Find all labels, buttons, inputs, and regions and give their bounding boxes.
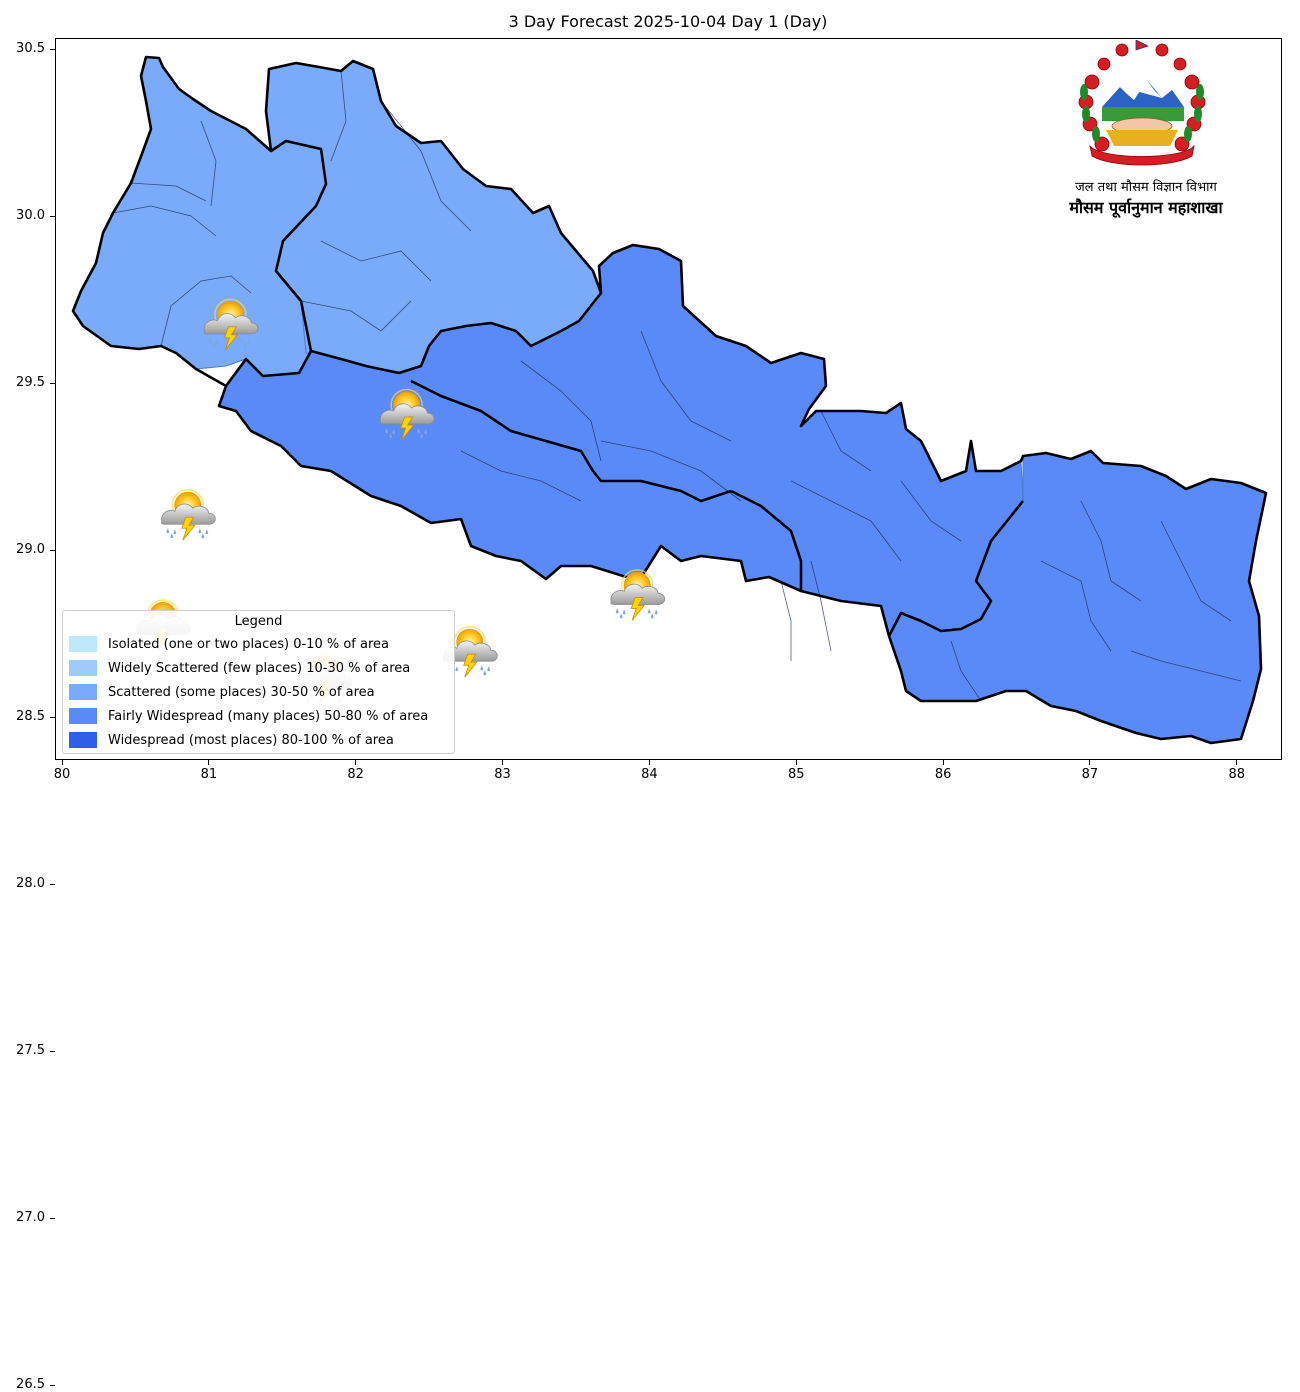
y-tick-label: 27.5 [16, 1043, 45, 1058]
x-tick-mark [942, 760, 944, 765]
x-tick-label: 87 [1081, 767, 1099, 782]
x-tick-label: 81 [200, 767, 218, 782]
legend-label: Scattered (some places) 30-50 % of area [108, 684, 375, 700]
district-boundaries [112, 70, 1242, 702]
thunderstorm-rain-icon [160, 489, 217, 542]
legend: Legend Isolated (one or two places) 0-10… [62, 610, 455, 754]
x-tick-mark [208, 760, 210, 765]
map-title: 3 Day Forecast 2025-10-04 Day 1 (Day) [508, 12, 828, 31]
y-tick-label: 27.0 [16, 1210, 45, 1225]
y-tick-mark [50, 382, 55, 384]
x-tick-mark [795, 760, 797, 765]
x-tick-mark [355, 760, 357, 765]
y-tick-mark [50, 549, 55, 551]
org-name-department: जल तथा मौसम विज्ञान विभाग [1075, 180, 1217, 195]
x-tick-mark [1236, 760, 1238, 765]
nepal-map [71, 55, 1268, 745]
y-tick-label: 30.0 [16, 208, 45, 223]
legend-item: Widespread (most places) 80-100 % of are… [63, 728, 454, 752]
x-tick-label: 84 [641, 767, 658, 782]
x-tick-label: 85 [787, 767, 805, 782]
y-tick-label: 29.0 [16, 542, 45, 557]
y-tick-label: 26.5 [16, 1377, 45, 1392]
nepal-emblem-icon [1040, 39, 1255, 225]
x-tick-mark [1089, 760, 1091, 765]
legend-item: Scattered (some places) 30-50 % of area [63, 680, 454, 704]
x-tick-mark [648, 760, 650, 765]
legend-swatch [69, 708, 97, 724]
legend-title: Legend [234, 614, 283, 629]
y-tick-mark [50, 48, 55, 50]
x-tick-mark [502, 760, 504, 765]
x-tick-label: 88 [1228, 767, 1246, 782]
thunderstorm-rain-icon [610, 569, 666, 622]
legend-label: Widespread (most places) 80-100 % of are… [108, 732, 394, 748]
province-boundaries [71, 55, 1268, 745]
y-tick-label: 29.5 [16, 375, 45, 390]
org-name-division: मौसम पूर्वानुमान महाशाखा [1069, 198, 1223, 217]
legend-swatch [69, 732, 97, 748]
x-tick-mark [61, 760, 63, 765]
legend-label: Isolated (one or two places) 0-10 % of a… [108, 636, 389, 652]
legend-label: Fairly Widespread (many places) 50-80 % … [108, 708, 429, 724]
y-tick-mark [50, 1217, 55, 1219]
legend-item: Isolated (one or two places) 0-10 % of a… [63, 632, 454, 656]
x-tick-label: 82 [347, 767, 364, 782]
x-tick-label: 80 [53, 767, 71, 782]
legend-swatch [69, 660, 97, 676]
legend-item: Widely Scattered (few places) 10-30 % of… [63, 656, 454, 680]
y-tick-label: 28.0 [16, 876, 45, 891]
legend-swatch [69, 636, 97, 652]
y-tick-mark [50, 1050, 55, 1052]
region-karnali [265, 60, 602, 374]
y-tick-mark [50, 716, 55, 718]
y-tick-label: 28.5 [16, 709, 45, 724]
y-tick-mark [50, 883, 55, 885]
legend-item: Fairly Widespread (many places) 50-80 % … [63, 704, 454, 728]
legend-label: Widely Scattered (few places) 10-30 % of… [108, 660, 411, 676]
y-tick-label: 30.5 [16, 41, 45, 56]
y-tick-mark [50, 1384, 55, 1386]
x-tick-label: 83 [494, 767, 511, 782]
legend-swatch [69, 684, 97, 700]
y-tick-mark [50, 215, 55, 217]
x-tick-label: 86 [934, 767, 952, 782]
